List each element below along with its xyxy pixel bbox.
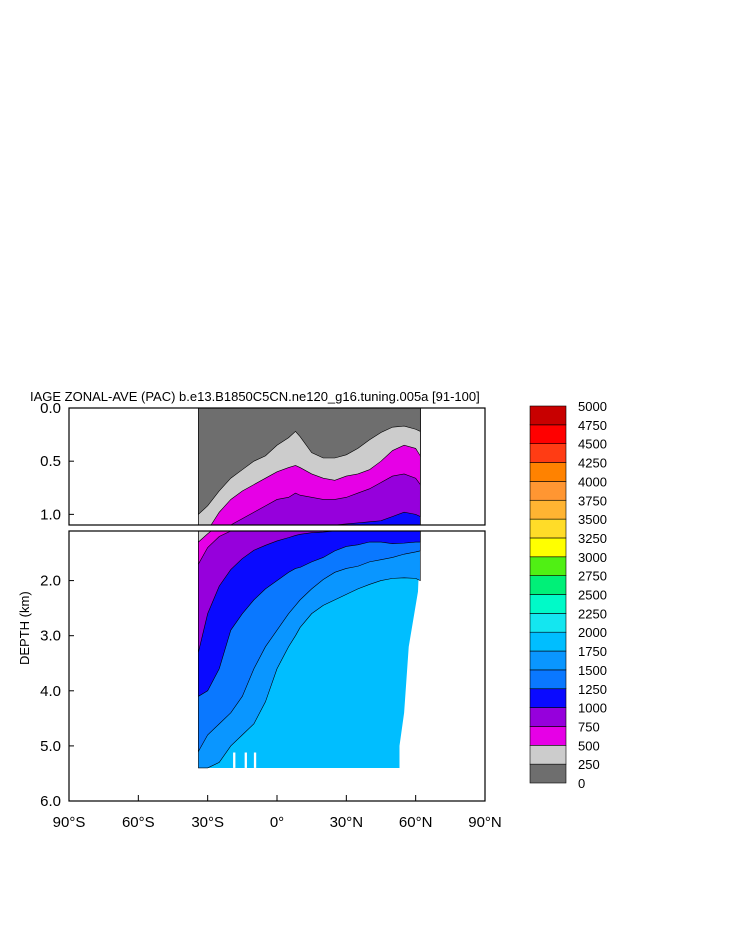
y-tick-label-upper-1: 0.5 bbox=[40, 453, 61, 470]
colorbar-swatch-8 bbox=[529, 613, 567, 633]
lower-panel: 2.0 3.0 4.0 5.0 6.0 bbox=[40, 530, 486, 810]
colorbar-label-6: 1500 bbox=[578, 663, 607, 678]
contour-fills-lower bbox=[198, 531, 421, 769]
colorbar-label-12: 3000 bbox=[578, 550, 607, 565]
colorbar-swatch-11 bbox=[529, 556, 567, 576]
colorbar-label-7: 1750 bbox=[578, 644, 607, 659]
colorbar-swatch-14 bbox=[529, 499, 567, 520]
colorbar-label-18: 4500 bbox=[578, 437, 607, 452]
colorbar-label-8: 2000 bbox=[578, 625, 607, 640]
x-tick-label-0: 90°S bbox=[53, 814, 86, 831]
colorbar-swatch-7 bbox=[529, 631, 567, 652]
colorbar-swatch-12 bbox=[529, 537, 567, 558]
upper-panel: 0.0 0.5 1.0 bbox=[40, 400, 486, 526]
colorbar-swatch-9 bbox=[529, 594, 567, 614]
colorbar-label-15: 3750 bbox=[578, 493, 607, 508]
colorbar-label-17: 4250 bbox=[578, 456, 607, 471]
y-tick-label-upper-0: 0.0 bbox=[40, 400, 61, 417]
y-axis-label: DEPTH (km) bbox=[17, 591, 32, 665]
y-tick-label-upper-2: 1.0 bbox=[40, 506, 61, 523]
colorbar-swatch-5 bbox=[529, 669, 567, 690]
x-tick-label-5: 60°N bbox=[399, 814, 433, 831]
colorbar-swatch-3 bbox=[529, 707, 567, 727]
colorbar-label-2: 500 bbox=[578, 738, 600, 753]
colorbar-swatch-15 bbox=[529, 481, 567, 501]
colorbar-label-20: 5000 bbox=[578, 399, 607, 414]
x-tick-label-6: 90°N bbox=[468, 814, 502, 831]
colorbar-swatch-19 bbox=[529, 405, 567, 426]
colorbar-label-3: 750 bbox=[578, 719, 600, 734]
colorbar-label-0: 0 bbox=[578, 776, 585, 791]
y-tick-label-lower-1: 3.0 bbox=[40, 628, 61, 645]
colorbar-swatch-6 bbox=[529, 650, 567, 671]
land-gap-2 bbox=[253, 752, 257, 768]
y-tick-label-lower-2: 4.0 bbox=[40, 683, 61, 700]
x-tick-label-4: 30°N bbox=[330, 814, 364, 831]
colorbar-swatch-10 bbox=[529, 575, 567, 595]
colorbar-swatch-4 bbox=[529, 688, 567, 708]
land-gap-1 bbox=[244, 752, 247, 768]
colorbar-label-13: 3250 bbox=[578, 531, 607, 546]
colorbar-swatch-16 bbox=[529, 462, 567, 482]
colorbar-label-9: 2250 bbox=[578, 606, 607, 621]
colorbar-label-10: 2500 bbox=[578, 588, 607, 603]
colorbar-label-16: 4000 bbox=[578, 474, 607, 489]
contour-band-0 bbox=[198, 408, 421, 516]
contour-band-750 bbox=[198, 531, 342, 653]
colorbar-label-4: 1000 bbox=[578, 701, 607, 716]
contour-band-500 bbox=[198, 531, 232, 566]
y-tick-label-lower-3: 5.0 bbox=[40, 738, 61, 755]
panel-frame-upper bbox=[68, 407, 486, 526]
y-tick-label-lower-0: 2.0 bbox=[40, 573, 61, 590]
colorbar-label-14: 3500 bbox=[578, 512, 607, 527]
x-tick-label-1: 60°S bbox=[122, 814, 155, 831]
colorbar-label-11: 2750 bbox=[578, 569, 607, 584]
colorbar-label-19: 4750 bbox=[578, 418, 607, 433]
colorbar-label-1: 250 bbox=[578, 757, 600, 772]
colorbar-swatch-17 bbox=[529, 443, 567, 463]
colorbar-swatch-2 bbox=[529, 726, 567, 746]
x-tick-label-3: 0° bbox=[270, 814, 284, 831]
x-axis: 90°S 60°S 30°S 0° 30°N 60°N 90°N bbox=[53, 795, 502, 831]
colorbar-swatch-0 bbox=[529, 763, 567, 784]
y-tick-label-lower-4: 6.0 bbox=[40, 793, 61, 810]
contour-band-250 bbox=[198, 531, 212, 543]
contour-fills-upper bbox=[198, 408, 421, 525]
colorbar-legend: 0 250 500 750 1000 1250 1500 1750 2000 2250 2500 27… bbox=[529, 399, 607, 791]
colorbar-label-5: 1250 bbox=[578, 682, 607, 697]
colorbar-swatch-13 bbox=[529, 518, 567, 539]
colorbar-swatch-18 bbox=[529, 424, 567, 445]
contour-band-1000 bbox=[198, 531, 421, 697]
chart-title: IAGE ZONAL-AVE (PAC) b.e13.B1850C5CN.ne1… bbox=[30, 389, 480, 404]
x-tick-label-2: 30°S bbox=[191, 814, 224, 831]
land-gap-0 bbox=[233, 752, 236, 768]
colorbar-swatch-1 bbox=[529, 744, 567, 765]
